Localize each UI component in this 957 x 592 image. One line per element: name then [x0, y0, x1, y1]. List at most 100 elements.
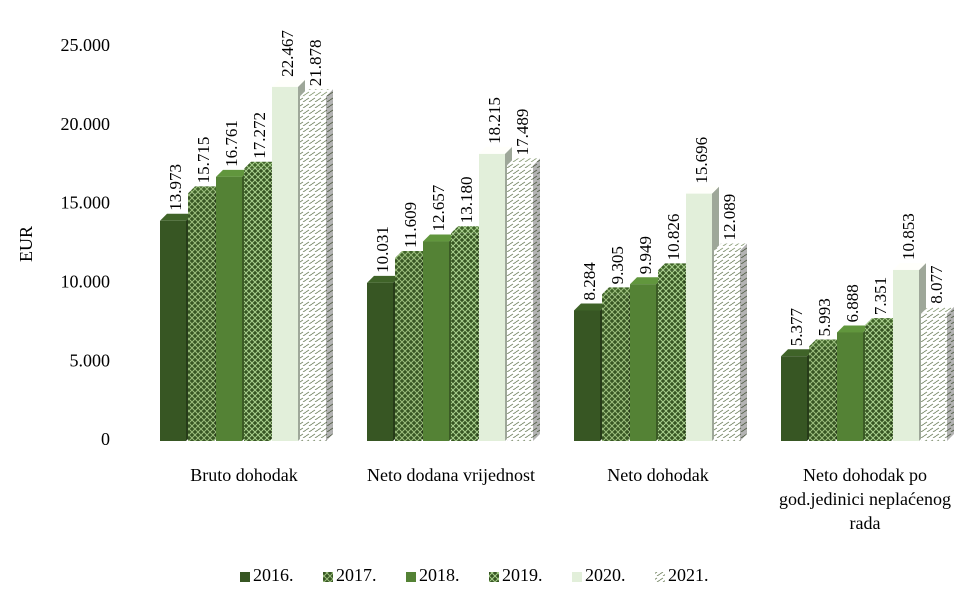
- legend-swatch: [323, 572, 333, 582]
- bar: [395, 258, 421, 441]
- data-label: 8.284: [580, 262, 599, 301]
- bar-side: [740, 243, 747, 441]
- bar: [244, 168, 270, 441]
- y-tick-label: 5.000: [70, 350, 111, 370]
- data-label: 11.609: [401, 202, 420, 248]
- data-label: 7.351: [871, 277, 890, 315]
- data-label: 5.993: [815, 298, 834, 336]
- bar: [451, 233, 477, 441]
- data-label: 8.077: [927, 265, 946, 304]
- bar: [837, 332, 863, 441]
- bar: [423, 241, 449, 441]
- legend-swatch: [655, 572, 665, 582]
- bar-top: [423, 234, 456, 242]
- bar-top: [300, 89, 333, 97]
- data-label: 10.031: [373, 226, 392, 273]
- bar: [630, 284, 656, 441]
- bar: [188, 193, 214, 441]
- x-tick-label: Bruto dohodak: [190, 465, 298, 485]
- bar: [479, 153, 505, 442]
- bar: [507, 165, 533, 442]
- bar-top: [272, 79, 305, 87]
- y-tick-label: 0: [101, 429, 110, 449]
- bar-top: [451, 226, 484, 234]
- legend-label: 2021.: [668, 565, 709, 585]
- bar-top: [837, 325, 870, 333]
- bar-top: [507, 158, 540, 166]
- bar-top: [367, 275, 400, 283]
- legend-label: 2019.: [502, 565, 543, 585]
- bar: [602, 294, 628, 441]
- bar-top: [781, 349, 814, 357]
- data-label: 6.888: [843, 284, 862, 322]
- x-tick-label: Neto dohodak: [607, 465, 709, 485]
- bar: [272, 86, 298, 442]
- bar-top: [574, 303, 607, 311]
- legend-swatch: [489, 572, 499, 582]
- bar: [367, 282, 393, 441]
- bar: [216, 176, 242, 442]
- bar: [921, 313, 947, 441]
- legend-label: 2020.: [585, 565, 626, 585]
- bar: [300, 96, 326, 441]
- bar-top: [244, 161, 277, 169]
- bar-top: [395, 251, 428, 259]
- bar: [160, 220, 186, 441]
- y-tick-label: 20.000: [61, 114, 111, 134]
- bar-top: [479, 146, 512, 154]
- legend-label: 2017.: [336, 565, 377, 585]
- y-tick-label: 25.000: [61, 35, 111, 55]
- bar-top: [893, 262, 926, 270]
- data-label: 21.878: [306, 39, 325, 86]
- data-label: 15.715: [194, 137, 213, 184]
- data-label: 17.489: [513, 109, 532, 156]
- y-tick-label: 15.000: [61, 193, 111, 213]
- data-label: 17.272: [250, 112, 269, 159]
- bar: [893, 269, 919, 441]
- data-label: 9.949: [636, 236, 655, 274]
- legend-label: 2016.: [253, 565, 294, 585]
- bar-top: [188, 186, 221, 194]
- x-tick-label: Neto dohodak po god.jedinici neplaćenog …: [779, 465, 951, 533]
- bar: [574, 310, 600, 441]
- y-axis-label: EUR: [16, 226, 36, 262]
- data-label: 10.853: [899, 213, 918, 260]
- bar-top: [809, 339, 842, 347]
- bar-top: [865, 318, 898, 326]
- data-label: 9.305: [608, 246, 627, 284]
- data-label: 13.180: [457, 177, 476, 224]
- bar-side: [533, 158, 540, 442]
- data-label: 22.467: [278, 30, 297, 77]
- data-label: 12.089: [720, 194, 739, 241]
- data-label: 5.377: [787, 308, 806, 347]
- bar: [658, 270, 684, 441]
- legend-swatch: [572, 572, 582, 582]
- bar-top: [658, 263, 691, 271]
- data-label: 10.826: [664, 214, 683, 261]
- bar-top: [630, 277, 663, 285]
- bar: [714, 250, 740, 441]
- bar-top: [921, 306, 954, 314]
- x-tick-label: Neto dodana vrijednost: [367, 465, 535, 485]
- data-label: 18.215: [485, 97, 504, 144]
- bar: [686, 193, 712, 441]
- data-label: 15.696: [692, 137, 711, 184]
- bar: [865, 325, 891, 441]
- y-tick-label: 10.000: [61, 272, 111, 292]
- bar: [781, 356, 807, 441]
- bar-top: [714, 243, 747, 251]
- bar-top: [216, 169, 249, 177]
- bar-side: [947, 306, 954, 441]
- bar: [809, 346, 835, 441]
- bar-top: [686, 186, 719, 194]
- data-label: 16.761: [222, 120, 241, 167]
- data-label: 13.973: [166, 164, 185, 211]
- legend-label: 2018.: [419, 565, 460, 585]
- legend-swatch: [406, 572, 416, 582]
- bar-top: [160, 213, 193, 221]
- legend-swatch: [240, 572, 250, 582]
- bar-side: [326, 89, 333, 441]
- bar-top: [602, 287, 635, 295]
